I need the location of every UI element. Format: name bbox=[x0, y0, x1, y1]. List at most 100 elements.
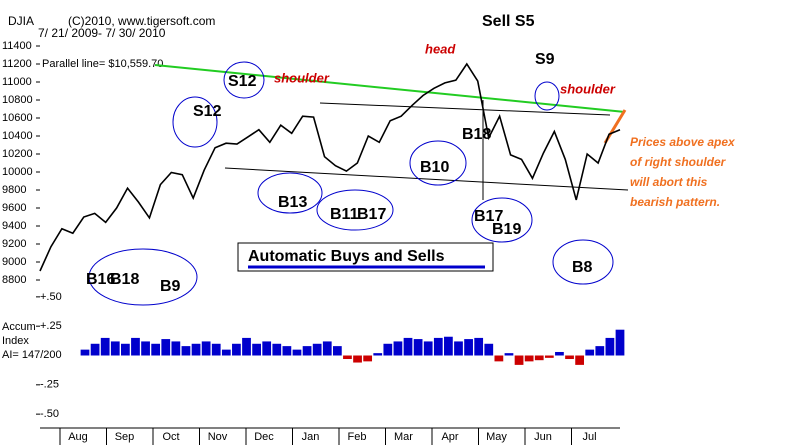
accum-bar bbox=[322, 341, 332, 356]
signal-label: B19 bbox=[492, 221, 521, 238]
accum-bar bbox=[181, 346, 191, 356]
accum-bar bbox=[201, 341, 211, 356]
accum-bar bbox=[80, 349, 90, 356]
accum-bar bbox=[413, 339, 423, 356]
signal-label: Sell S5 bbox=[482, 13, 535, 30]
signal-label: B17 bbox=[357, 206, 386, 223]
accum-bar bbox=[151, 343, 161, 356]
signal-label: B13 bbox=[278, 194, 307, 211]
accum-bar bbox=[131, 337, 140, 356]
y-tick-label: 9800 bbox=[2, 184, 26, 196]
accum-bar bbox=[595, 346, 605, 356]
accum-bar bbox=[262, 341, 272, 356]
y-tick-label: 11200 bbox=[2, 58, 32, 70]
price-line bbox=[39, 62, 621, 272]
accum-bar bbox=[555, 351, 564, 356]
accum-bar bbox=[221, 349, 231, 356]
x-tick-label: May bbox=[486, 431, 507, 443]
annotation: shoulder bbox=[274, 70, 330, 85]
accum-bar bbox=[353, 355, 362, 363]
accum-bar bbox=[373, 353, 383, 356]
accum-bar bbox=[191, 343, 201, 356]
ai-label: AI= 147/200 bbox=[2, 349, 62, 361]
accum-bar bbox=[484, 343, 494, 356]
signal-label: B18 bbox=[110, 271, 139, 288]
accum-bar bbox=[464, 339, 473, 356]
neckline-top bbox=[319, 102, 611, 116]
accum-bar bbox=[121, 343, 130, 356]
annotation: Prices above apex bbox=[630, 135, 736, 149]
accum-bar bbox=[524, 355, 534, 362]
accum-title: Accum bbox=[2, 321, 36, 333]
accum-bar bbox=[171, 341, 181, 356]
x-tick-label: Oct bbox=[162, 431, 179, 443]
accum-bar bbox=[161, 339, 171, 356]
y-tick-label: 9200 bbox=[2, 238, 26, 250]
x-tick-label: Jan bbox=[302, 431, 320, 443]
accum-bar bbox=[110, 341, 120, 356]
accum-bar bbox=[504, 353, 514, 356]
annotation: will abort this bbox=[630, 175, 708, 189]
parallel-line-label: Parallel line= $10,559.70 bbox=[42, 58, 163, 70]
signal-label: S12 bbox=[228, 73, 257, 90]
accum-bar bbox=[433, 337, 443, 356]
subtitle: (C)2010, www.tigersoft.com bbox=[68, 14, 215, 28]
accum-bar bbox=[544, 355, 554, 358]
y-tick-label: 10200 bbox=[2, 148, 33, 160]
accum-bar bbox=[232, 343, 241, 356]
accum-bar bbox=[605, 337, 615, 356]
accum-subtitle: Index bbox=[2, 335, 29, 347]
accum-bar bbox=[575, 355, 584, 365]
annotation: bearish pattern. bbox=[630, 195, 720, 209]
signal-label: B10 bbox=[420, 159, 449, 176]
y-tick-label: 9400 bbox=[2, 220, 26, 232]
accum-bar bbox=[565, 355, 574, 360]
signal-label: B17 bbox=[474, 208, 503, 225]
y-tick-label: 11000 bbox=[2, 76, 32, 88]
accum-bar bbox=[393, 341, 403, 356]
accum-bar bbox=[383, 343, 393, 356]
x-tick-label: Sep bbox=[115, 431, 135, 443]
accum-bar bbox=[282, 346, 292, 356]
y-tick-label: -.50 bbox=[40, 408, 59, 420]
accum-bar bbox=[534, 355, 544, 361]
y-tick-label: 9000 bbox=[2, 256, 26, 268]
x-tick-label: Mar bbox=[394, 431, 413, 443]
annotation: head bbox=[425, 41, 456, 56]
accum-bar bbox=[272, 343, 282, 356]
y-tick-label: 11400 bbox=[2, 40, 32, 52]
y-tick-label: 10400 bbox=[2, 130, 33, 142]
accum-bar bbox=[494, 355, 504, 362]
x-tick-label: Feb bbox=[348, 431, 367, 443]
accum-bar bbox=[332, 346, 342, 356]
x-tick-label: Jun bbox=[534, 431, 552, 443]
accum-bar bbox=[585, 349, 595, 356]
x-tick-label: Apr bbox=[441, 431, 458, 443]
x-tick-label: Dec bbox=[254, 431, 274, 443]
signal-label: B9 bbox=[160, 278, 181, 295]
accum-bar bbox=[514, 355, 524, 365]
y-tick-label: 10800 bbox=[2, 94, 33, 106]
y-tick-label: 10600 bbox=[2, 112, 33, 124]
title: DJIA bbox=[8, 14, 34, 28]
accum-bar bbox=[423, 341, 433, 356]
y-tick-label: 10000 bbox=[2, 166, 33, 178]
signal-label: B16 bbox=[86, 271, 115, 288]
accum-bar bbox=[292, 349, 302, 356]
accum-bar bbox=[90, 343, 100, 356]
accum-bar bbox=[343, 355, 352, 360]
y-tick-label: -.25 bbox=[40, 379, 59, 391]
accum-bar bbox=[474, 337, 484, 356]
annotation: of right shoulder bbox=[630, 155, 727, 169]
signal-label: S9 bbox=[535, 51, 555, 68]
label-box bbox=[237, 242, 494, 272]
x-tick-label: Aug bbox=[68, 431, 88, 443]
signal-label: B11 bbox=[330, 206, 359, 223]
annotation: shoulder bbox=[560, 81, 616, 96]
signal-label: S12 bbox=[193, 103, 222, 120]
signal-label: B18 bbox=[462, 126, 491, 143]
y-tick-label: 8800 bbox=[2, 274, 26, 286]
y-tick-label: 9600 bbox=[2, 202, 26, 214]
accum-bar bbox=[242, 337, 251, 356]
x-tick-label: Jul bbox=[582, 431, 596, 443]
